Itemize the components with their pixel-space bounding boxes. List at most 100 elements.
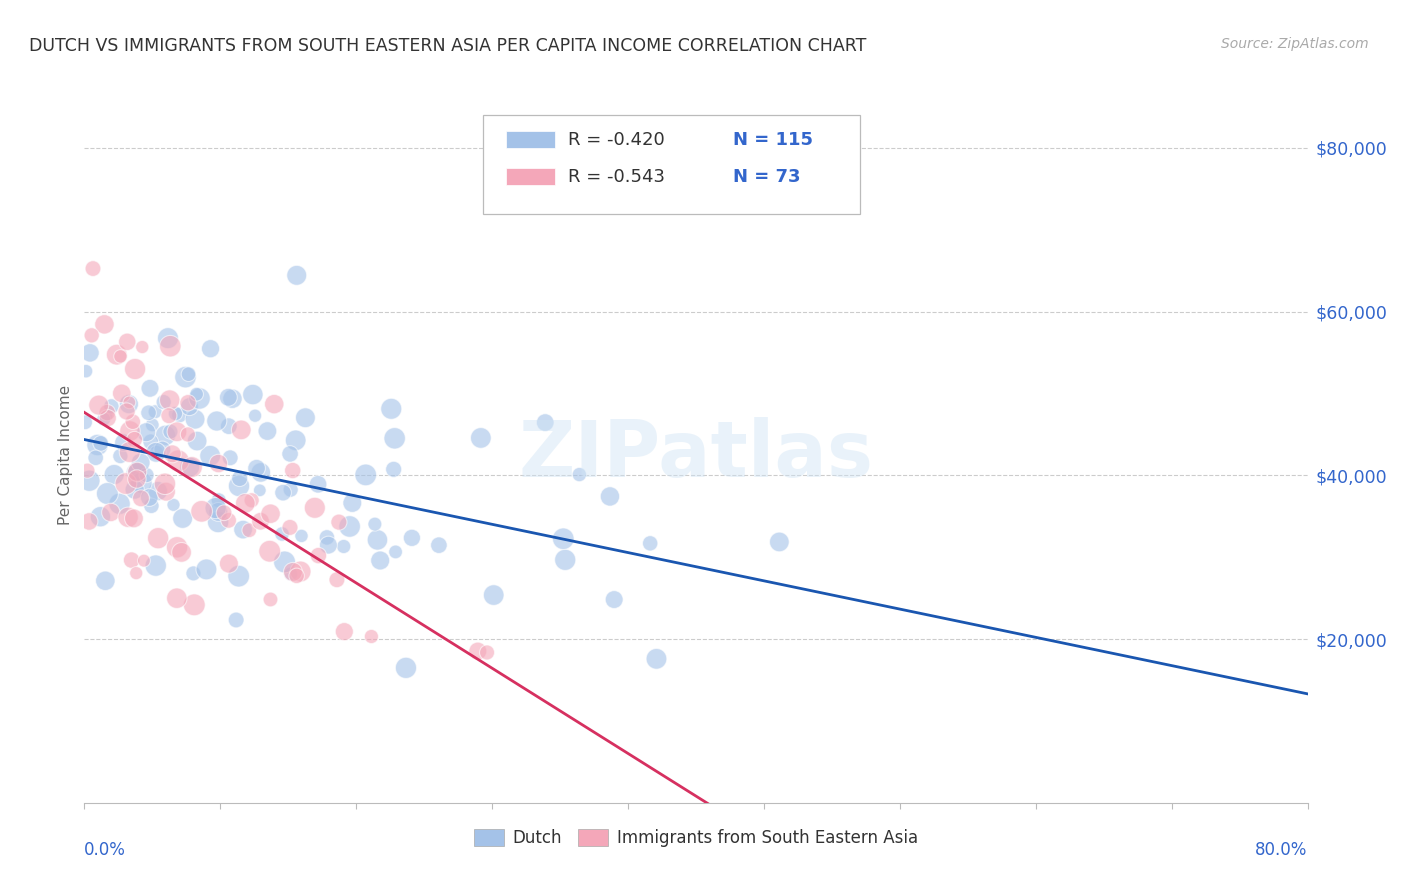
Point bbox=[553, 532, 575, 546]
Point bbox=[179, 400, 201, 414]
Point bbox=[232, 523, 254, 537]
Point bbox=[155, 428, 177, 442]
Point bbox=[290, 529, 312, 543]
Point bbox=[169, 408, 191, 422]
Point bbox=[152, 395, 174, 409]
FancyBboxPatch shape bbox=[484, 115, 860, 214]
Point bbox=[124, 362, 146, 376]
Text: Source: ZipAtlas.com: Source: ZipAtlas.com bbox=[1222, 37, 1369, 52]
Point bbox=[115, 404, 138, 418]
Point bbox=[249, 483, 271, 498]
Point bbox=[141, 499, 163, 513]
Point bbox=[228, 479, 250, 493]
Point bbox=[212, 506, 235, 520]
Point bbox=[384, 545, 406, 559]
Point bbox=[290, 565, 312, 579]
Point bbox=[645, 652, 668, 666]
Point bbox=[284, 434, 307, 448]
Point bbox=[427, 538, 450, 552]
Point bbox=[87, 398, 110, 412]
Point bbox=[217, 390, 239, 404]
Point bbox=[281, 464, 304, 478]
Point bbox=[568, 467, 591, 482]
Point bbox=[159, 425, 181, 439]
Point bbox=[122, 511, 145, 525]
Point bbox=[75, 364, 97, 378]
Point bbox=[100, 505, 122, 519]
Point bbox=[159, 339, 181, 353]
Point bbox=[110, 449, 132, 463]
Point bbox=[339, 519, 361, 533]
Point bbox=[221, 392, 243, 406]
Point bbox=[354, 467, 377, 482]
Point bbox=[177, 395, 200, 409]
Point bbox=[155, 484, 177, 499]
Point bbox=[360, 630, 382, 644]
Point bbox=[534, 416, 557, 430]
Point bbox=[131, 475, 153, 490]
Point bbox=[184, 412, 207, 426]
Point bbox=[135, 468, 157, 483]
Point bbox=[110, 350, 132, 364]
Point bbox=[208, 493, 231, 508]
Point bbox=[384, 431, 406, 445]
Point bbox=[401, 531, 423, 545]
Point bbox=[259, 544, 281, 558]
Point bbox=[470, 431, 492, 445]
Point bbox=[124, 433, 146, 447]
Point bbox=[183, 566, 205, 581]
Point bbox=[157, 409, 180, 423]
Point bbox=[79, 346, 101, 360]
Point bbox=[143, 405, 166, 419]
Point bbox=[118, 395, 141, 409]
Point bbox=[170, 545, 193, 559]
Point bbox=[166, 425, 188, 439]
Point bbox=[115, 334, 138, 349]
Point bbox=[89, 509, 111, 524]
Point bbox=[368, 553, 391, 567]
Point bbox=[554, 553, 576, 567]
Point bbox=[263, 397, 285, 411]
Point bbox=[207, 457, 229, 471]
Point bbox=[307, 477, 329, 491]
Point bbox=[285, 569, 308, 583]
Point bbox=[105, 348, 128, 362]
Y-axis label: Per Capita Income: Per Capita Income bbox=[58, 384, 73, 525]
Point bbox=[135, 425, 157, 440]
Point bbox=[93, 318, 115, 332]
Point bbox=[228, 471, 250, 485]
Point bbox=[75, 415, 97, 429]
Point bbox=[146, 531, 169, 545]
Point bbox=[166, 541, 188, 555]
Text: R = -0.543: R = -0.543 bbox=[568, 168, 665, 186]
Point bbox=[145, 445, 167, 459]
Point bbox=[131, 340, 153, 354]
Point bbox=[174, 370, 197, 384]
Point bbox=[280, 567, 302, 582]
Point bbox=[242, 387, 264, 401]
Point bbox=[125, 466, 148, 480]
Point bbox=[218, 557, 240, 571]
Point bbox=[204, 501, 226, 516]
Point bbox=[342, 496, 364, 510]
Point bbox=[145, 445, 167, 459]
Point bbox=[129, 456, 152, 470]
Point bbox=[243, 409, 266, 423]
Point bbox=[124, 483, 146, 497]
Point bbox=[218, 513, 240, 527]
Point bbox=[183, 598, 205, 612]
Point bbox=[132, 554, 155, 568]
Point bbox=[326, 573, 349, 587]
Text: R = -0.420: R = -0.420 bbox=[568, 131, 664, 149]
Text: ZIPatlas: ZIPatlas bbox=[519, 417, 873, 493]
Point bbox=[186, 387, 208, 401]
Point bbox=[638, 536, 661, 550]
Point bbox=[156, 331, 179, 345]
Point bbox=[190, 504, 212, 518]
Point bbox=[186, 434, 208, 448]
Point bbox=[146, 484, 169, 499]
Point bbox=[118, 424, 141, 438]
Point bbox=[153, 476, 176, 491]
Point bbox=[482, 588, 505, 602]
Point bbox=[90, 436, 112, 450]
